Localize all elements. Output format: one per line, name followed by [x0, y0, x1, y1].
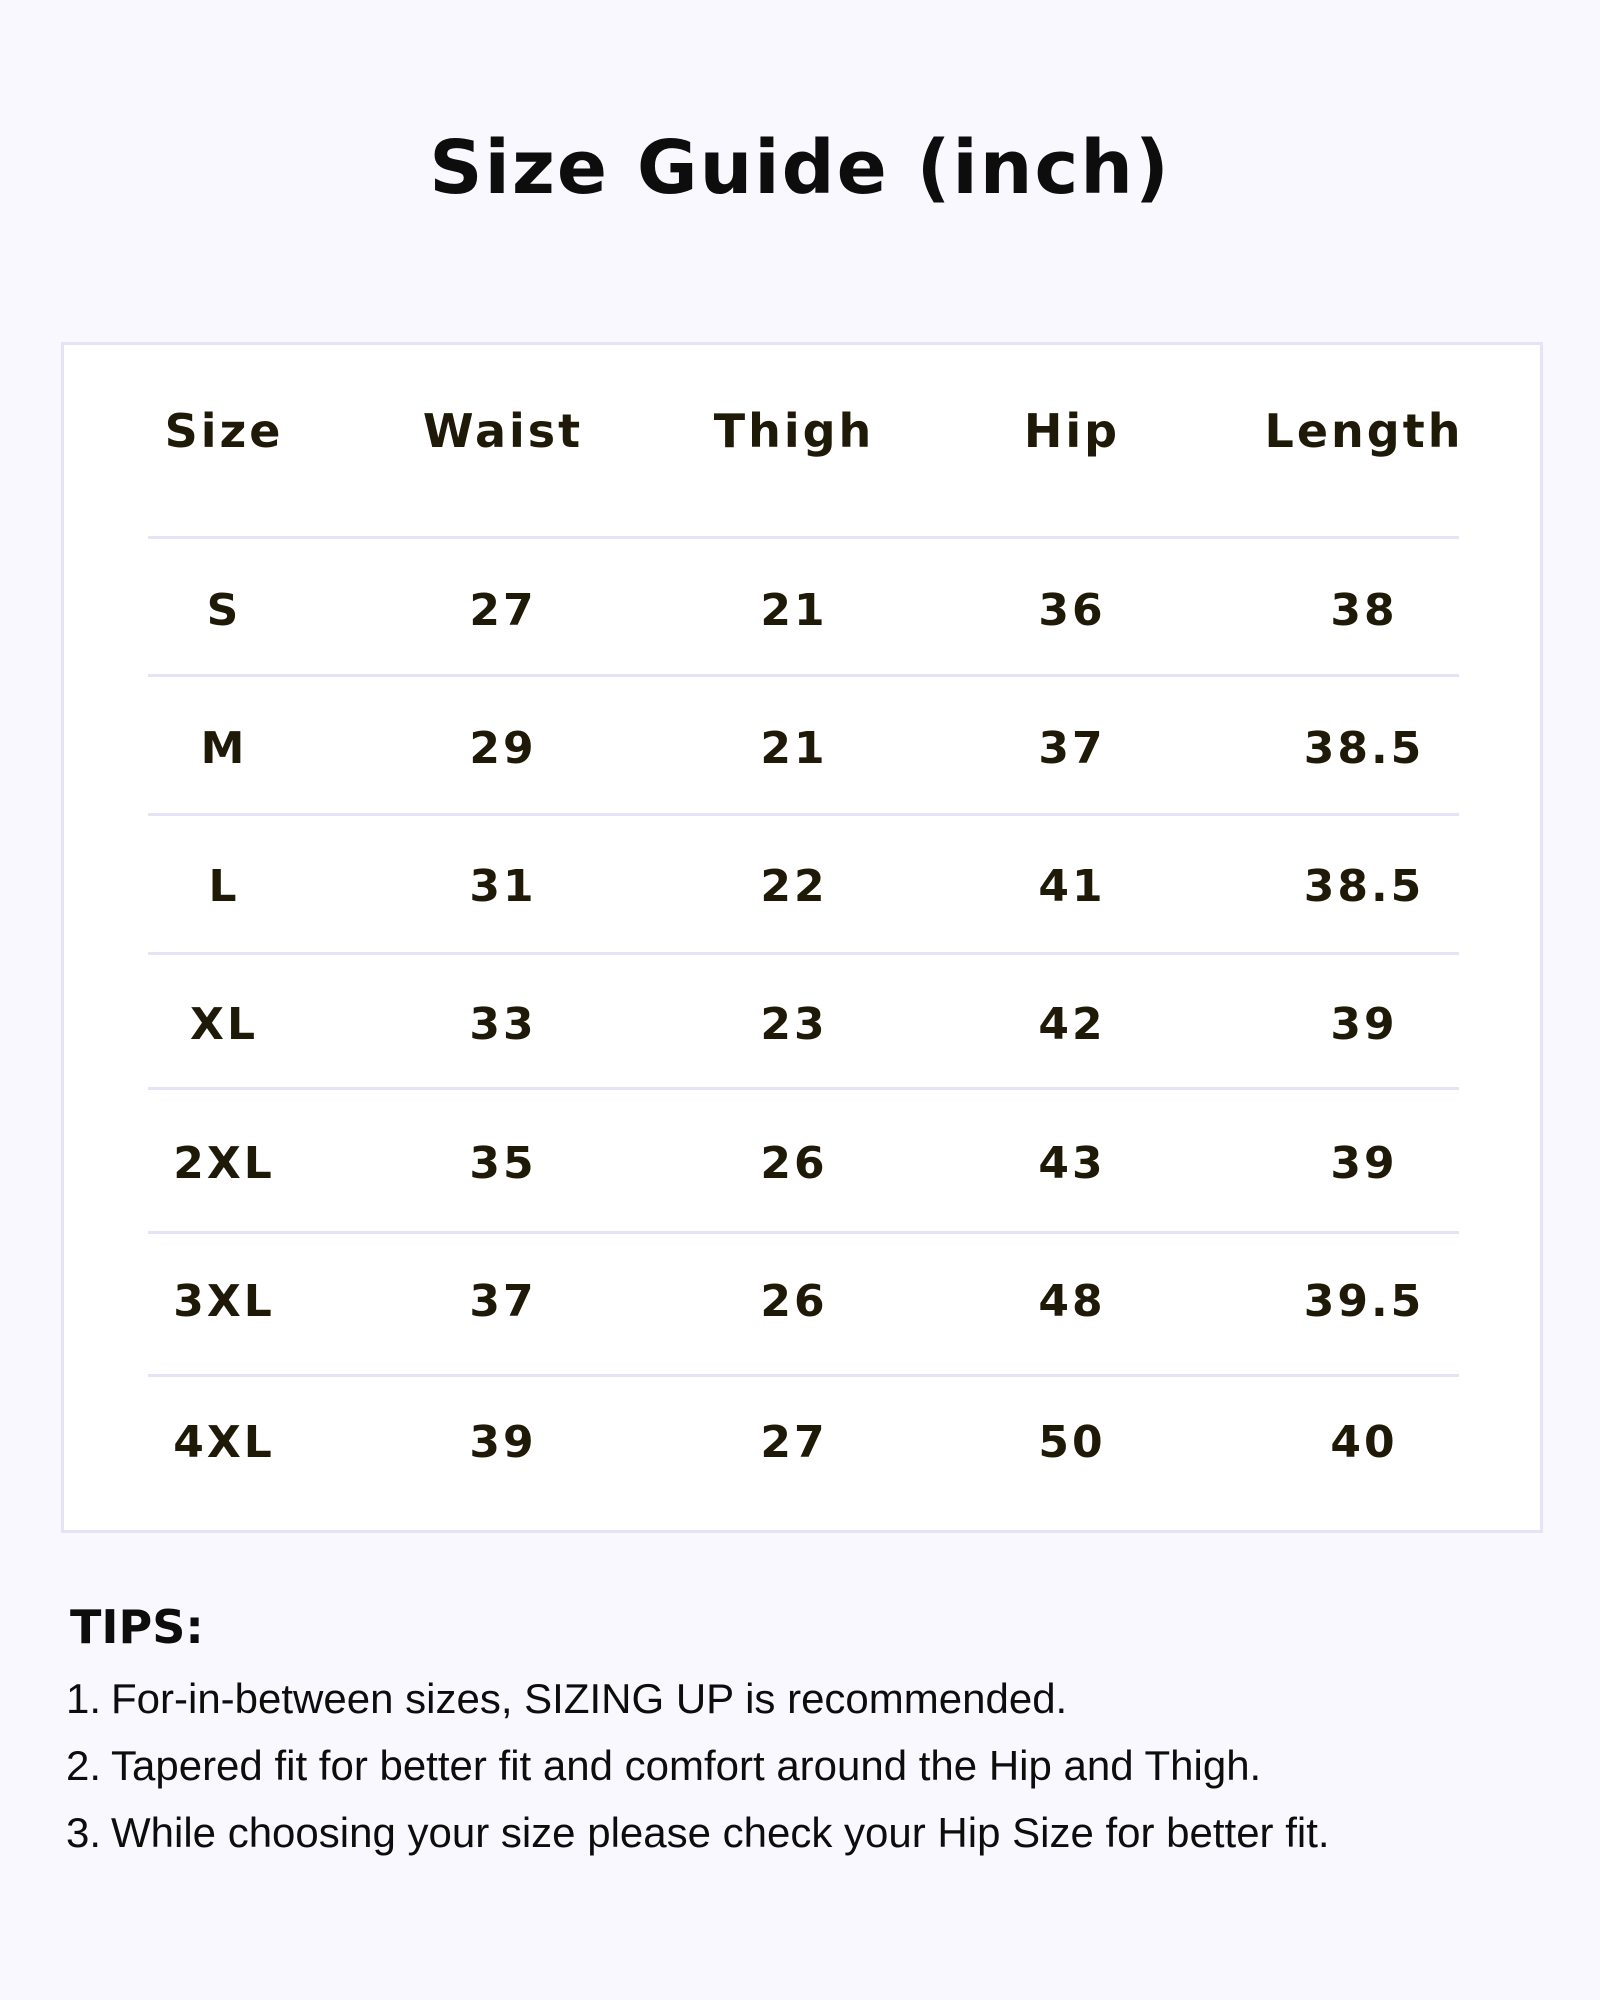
size-table: Size Waist Thigh Hip Length S 27 21 36 38 M 29 21 37 3…	[61, 342, 1543, 1533]
table-cell-thigh: 21	[760, 585, 828, 636]
table-cell-hip: 43	[1038, 1138, 1106, 1189]
tip-number: 2.	[66, 1742, 102, 1789]
tip-number: 3.	[66, 1809, 102, 1856]
column-header-length: Length	[1264, 404, 1464, 458]
table-cell-length: 39	[1330, 1138, 1398, 1189]
column-header-size: Size	[164, 404, 284, 458]
table-cell-size: 4XL	[173, 1417, 275, 1468]
table-cell-waist: 29	[469, 723, 537, 774]
tip-item: 2. Tapered fit for better fit and comfort…	[66, 1732, 1546, 1799]
table-cell-thigh: 22	[760, 861, 828, 912]
table-cell-length: 38.5	[1303, 723, 1425, 774]
table-cell-waist: 27	[469, 585, 537, 636]
table-cell-waist: 39	[469, 1417, 537, 1468]
table-cell-waist: 35	[469, 1138, 537, 1189]
table-cell-length: 40	[1330, 1417, 1398, 1468]
column-header-thigh: Thigh	[713, 404, 875, 458]
table-cell-size: 2XL	[173, 1138, 275, 1189]
table-cell-thigh: 26	[760, 1138, 828, 1189]
table-cell-thigh: 23	[760, 999, 828, 1050]
table-cell-length: 39	[1330, 999, 1398, 1050]
tip-text: Tapered fit for better fit and comfort a…	[111, 1742, 1262, 1789]
table-cell-waist: 31	[469, 861, 537, 912]
row-divider	[148, 1087, 1459, 1090]
table-cell-thigh: 21	[760, 723, 828, 774]
row-divider	[148, 1231, 1459, 1234]
table-cell-length: 38.5	[1303, 861, 1425, 912]
table-cell-length: 38	[1330, 585, 1398, 636]
column-header-waist: Waist	[422, 404, 584, 458]
tip-item: 3. While choosing your size please check …	[66, 1799, 1546, 1866]
table-cell-hip: 48	[1038, 1276, 1106, 1327]
table-cell-size: M	[200, 723, 248, 774]
row-divider	[148, 1374, 1459, 1377]
column-header-hip: Hip	[1023, 404, 1121, 458]
row-divider	[148, 813, 1459, 816]
table-cell-hip: 37	[1038, 723, 1106, 774]
table-cell-hip: 41	[1038, 861, 1106, 912]
table-cell-size: L	[208, 861, 240, 912]
table-cell-thigh: 27	[760, 1417, 828, 1468]
table-cell-size: XL	[190, 999, 258, 1050]
row-divider	[148, 952, 1459, 955]
table-cell-hip: 36	[1038, 585, 1106, 636]
table-cell-thigh: 26	[760, 1276, 828, 1327]
tip-number: 1.	[66, 1675, 102, 1722]
table-cell-length: 39.5	[1303, 1276, 1425, 1327]
table-cell-waist: 33	[469, 999, 537, 1050]
table-cell-waist: 37	[469, 1276, 537, 1327]
table-cell-size: 3XL	[173, 1276, 275, 1327]
table-cell-hip: 50	[1038, 1417, 1106, 1468]
page-title: Size Guide (inch)	[429, 125, 1171, 211]
tip-item: 1. For-in-between sizes, SIZING UP is rec…	[66, 1665, 1546, 1732]
row-divider	[148, 536, 1459, 539]
tips-heading: TIPS:	[70, 1600, 204, 1654]
table-cell-size: S	[206, 585, 242, 636]
table-cell-hip: 42	[1038, 999, 1106, 1050]
row-divider	[148, 674, 1459, 677]
tip-text: For-in-between sizes, SIZING UP is recom…	[111, 1675, 1068, 1722]
tip-text: While choosing your size please check yo…	[111, 1809, 1330, 1856]
